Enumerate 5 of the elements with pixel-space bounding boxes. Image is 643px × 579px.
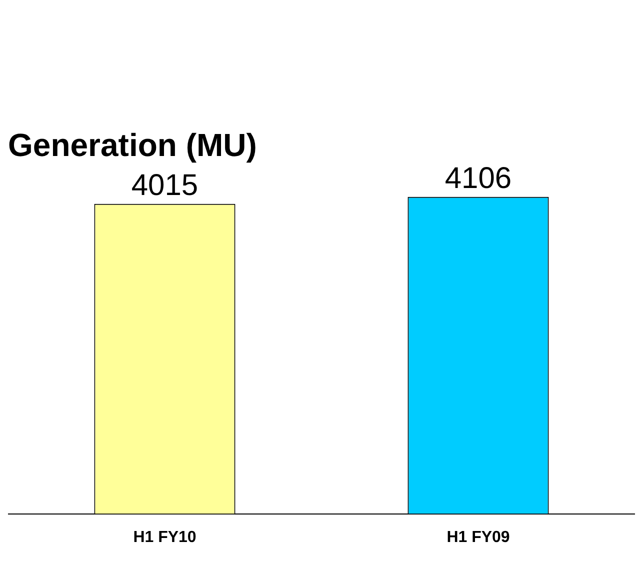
- data-label: 4015: [131, 169, 198, 202]
- chart-title: Generation (MU): [8, 127, 257, 164]
- data-label: 4106: [444, 162, 512, 196]
- x-tick-label: H1 FY09: [446, 528, 510, 546]
- x-tick-label: H1 FY10: [133, 528, 196, 546]
